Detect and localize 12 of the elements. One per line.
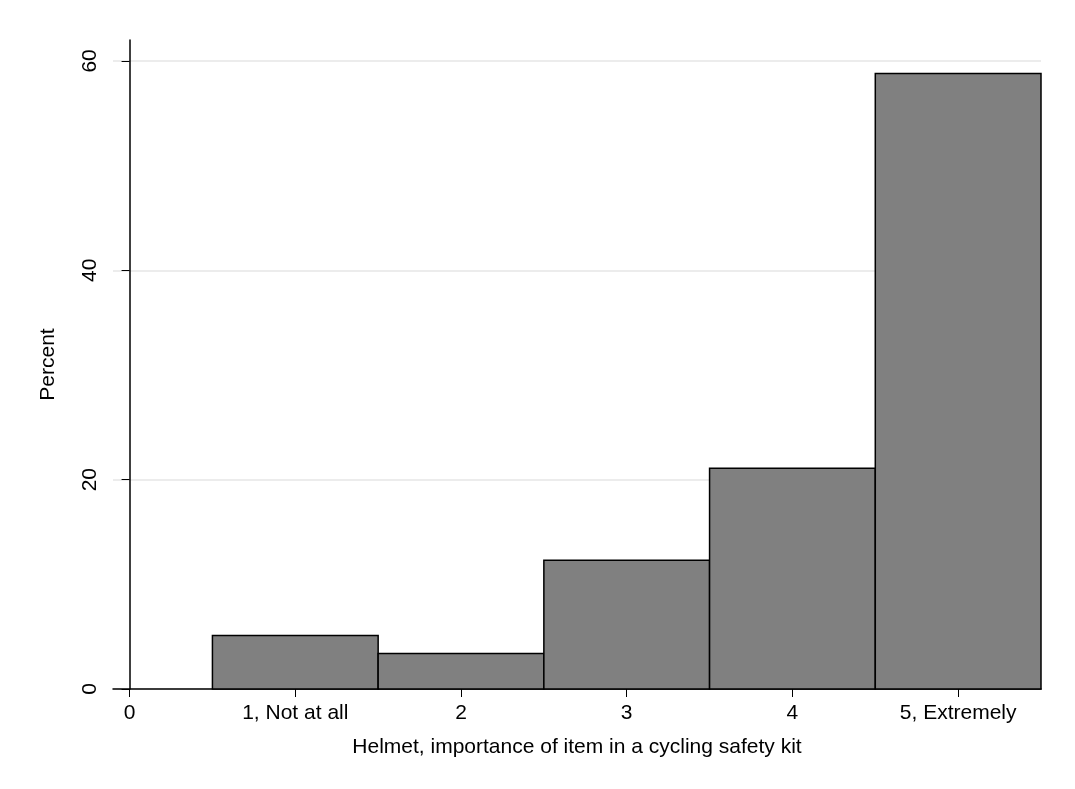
y-axis-title: Percent — [35, 328, 58, 401]
x-tick-label: 5, Extremely — [899, 700, 1017, 723]
y-tick-label: 40 — [77, 258, 100, 282]
x-tick-label: 3 — [620, 700, 633, 723]
y-tick-label: 0 — [77, 683, 100, 695]
x-tick-label: 1, Not at all — [242, 700, 349, 723]
x-axis-title: Helmet, importance of item in a cycling safety kit — [352, 734, 802, 757]
x-tick-label: 0 — [123, 700, 136, 723]
x-tick-label: 4 — [786, 700, 799, 723]
x-tick-label: 2 — [455, 700, 467, 723]
y-tick-label: 60 — [77, 49, 100, 73]
y-tick-label: 20 — [77, 467, 100, 492]
